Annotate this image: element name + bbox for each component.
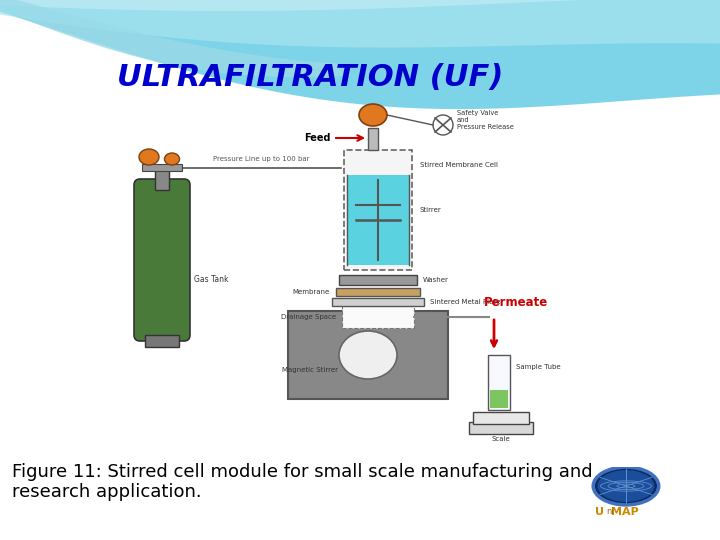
- Text: Figure 11: Stirred cell module for small scale manufacturing and: Figure 11: Stirred cell module for small…: [12, 463, 593, 481]
- Text: Sintered Metal Plate: Sintered Metal Plate: [430, 299, 500, 305]
- Text: Stirrer: Stirrer: [420, 207, 442, 213]
- Ellipse shape: [139, 149, 159, 165]
- Bar: [347, 175, 409, 265]
- Bar: [145, 335, 179, 347]
- Polygon shape: [0, 0, 720, 48]
- Text: ni: ni: [606, 507, 614, 516]
- Bar: [336, 288, 420, 296]
- Bar: [339, 275, 417, 285]
- Text: research application.: research application.: [12, 483, 202, 501]
- Text: Magnetic Stirrer: Magnetic Stirrer: [282, 367, 338, 373]
- Bar: [469, 422, 533, 434]
- Text: Drainage Space: Drainage Space: [281, 314, 336, 320]
- Text: Feed: Feed: [305, 133, 331, 143]
- Bar: [142, 164, 182, 171]
- Text: Pressure Line up to 100 bar: Pressure Line up to 100 bar: [213, 156, 310, 162]
- Bar: [488, 355, 510, 410]
- Circle shape: [596, 469, 656, 503]
- FancyBboxPatch shape: [134, 179, 190, 341]
- Bar: [368, 308, 388, 328]
- Text: Scale: Scale: [492, 436, 510, 442]
- Polygon shape: [0, 0, 350, 77]
- Bar: [490, 390, 508, 408]
- Text: Safety Valve
and
Pressure Release: Safety Valve and Pressure Release: [457, 110, 514, 130]
- Ellipse shape: [164, 153, 179, 165]
- Text: ULTRAFILTRATION (UF): ULTRAFILTRATION (UF): [117, 63, 503, 91]
- Text: Gas Tank: Gas Tank: [194, 275, 228, 285]
- Bar: [344, 150, 412, 270]
- Bar: [332, 298, 424, 306]
- Bar: [368, 128, 378, 150]
- Text: Membrane: Membrane: [293, 289, 330, 295]
- Text: Permeate: Permeate: [484, 296, 548, 309]
- Polygon shape: [0, 0, 720, 109]
- Ellipse shape: [339, 331, 397, 379]
- Bar: [155, 168, 169, 190]
- Bar: [342, 306, 414, 328]
- Ellipse shape: [359, 104, 387, 126]
- Polygon shape: [0, 0, 720, 11]
- Bar: [473, 412, 529, 424]
- Text: U: U: [595, 507, 604, 517]
- Text: Washer: Washer: [423, 277, 449, 283]
- Text: Stirred Membrane Cell: Stirred Membrane Cell: [420, 162, 498, 168]
- Text: Sample Tube: Sample Tube: [516, 364, 561, 370]
- Text: MAP: MAP: [611, 507, 639, 517]
- Bar: [288, 311, 448, 399]
